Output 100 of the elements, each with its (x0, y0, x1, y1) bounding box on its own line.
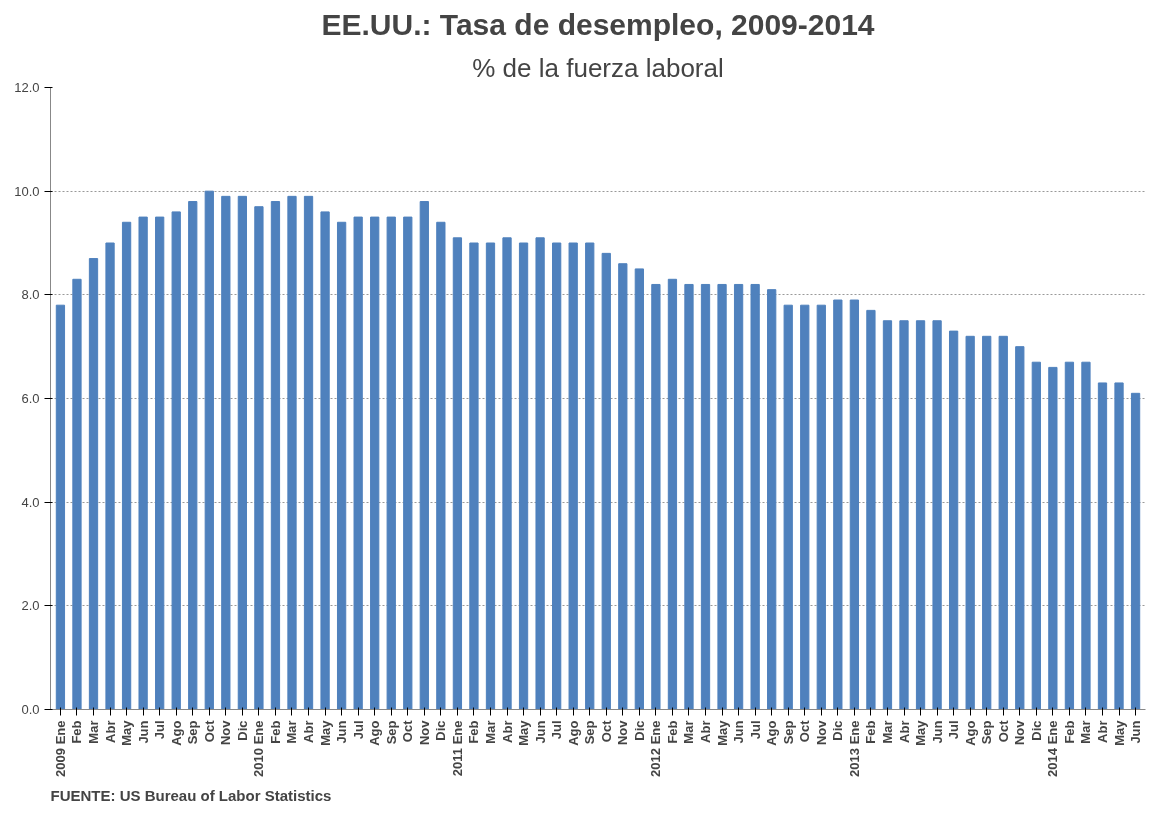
x-tick-label: 2009 Ene (52, 720, 68, 777)
bar (1081, 361, 1091, 710)
bar (849, 299, 860, 710)
bar (303, 195, 314, 710)
bar (700, 283, 711, 710)
x-tick-label: 2013 Ene (846, 720, 862, 777)
x-tick-label: Mar (482, 720, 498, 744)
x-tick-label: Dic (234, 720, 250, 741)
x-tick-label: Abr (102, 720, 118, 743)
bar (419, 201, 429, 710)
bar (833, 299, 843, 710)
bar (1031, 361, 1041, 710)
x-tick-label: May (516, 719, 532, 746)
bar (998, 335, 1008, 710)
x-tick-label: May (913, 719, 929, 746)
x-tick-label: Feb (1061, 720, 1077, 744)
source-note: FUENTE: US Bureau of Labor Statistics (50, 786, 332, 804)
bar (667, 278, 678, 710)
x-tick-label: Jun (135, 720, 151, 744)
x-tick-label: Sep (185, 720, 201, 745)
y-tick-label: 2.0 (21, 598, 40, 614)
bar (502, 237, 512, 710)
x-tick-label: Ago (764, 720, 780, 746)
x-tick-label: Ago (168, 720, 184, 746)
x-tick-label: Oct (995, 719, 1011, 743)
x-tick-label: Ago (565, 720, 581, 746)
x-tick-label: Nov (218, 719, 234, 746)
x-tick-label: May (1111, 719, 1127, 746)
x-tick-label: Nov (416, 719, 432, 746)
y-tick-label: 10.0 (14, 183, 40, 199)
y-tick-label: 12.0 (14, 80, 40, 95)
x-tick-label: May (119, 719, 135, 746)
x-tick-label: Jun (731, 720, 747, 744)
bar (750, 283, 760, 710)
x-tick-label: Ago (962, 720, 978, 746)
x-tick-label: Sep (383, 720, 399, 745)
bar (1097, 382, 1108, 710)
x-tick-label: Abr (301, 720, 317, 743)
bar (403, 216, 413, 710)
bar (105, 242, 115, 710)
bar (138, 216, 148, 710)
bar (221, 195, 231, 710)
bar (932, 320, 942, 710)
x-tick-label: Dic (1028, 720, 1044, 741)
bar (155, 216, 165, 710)
y-tick-label: 6.0 (21, 391, 40, 406)
x-tick-label: Abr (1094, 720, 1110, 743)
x-tick-label: Oct (598, 719, 614, 743)
bar (1114, 382, 1124, 710)
x-tick-label: Oct (400, 719, 416, 743)
x-tick-label: Jul (946, 720, 962, 740)
x-tick-label: Abr (698, 720, 714, 743)
x-tick-label: Mar (879, 720, 895, 744)
bar (72, 278, 82, 710)
x-tick-label: Dic (830, 720, 846, 741)
bar (485, 242, 496, 710)
x-tick-label: Jun (929, 720, 945, 744)
x-tick-label: 2010 Ene (251, 720, 267, 777)
x-tick-label: Jun (1128, 720, 1144, 744)
bar (270, 201, 281, 710)
bar (882, 320, 893, 710)
x-tick-label: Jul (350, 720, 366, 740)
bar (353, 216, 363, 710)
x-tick-label: Nov (1012, 719, 1028, 746)
chart-title: EE.UU.: Tasa de desempleo, 2009-2014 (321, 7, 875, 41)
bar (568, 242, 578, 710)
x-tick-label: Dic (631, 720, 647, 741)
x-tick-label: 2014 Ene (1045, 720, 1061, 777)
bar (469, 242, 479, 710)
bar (618, 263, 628, 710)
bar (452, 237, 463, 710)
bar (651, 283, 661, 710)
y-tick-label: 4.0 (21, 494, 40, 510)
x-tick-label: Sep (780, 720, 796, 745)
bar (767, 289, 777, 710)
x-tick-label: Mar (284, 720, 300, 744)
bar (386, 216, 396, 710)
bar (684, 283, 694, 710)
bar (717, 283, 727, 710)
bar (634, 268, 644, 710)
x-tick-label: Mar (681, 720, 697, 744)
x-tick-label: Nov (615, 719, 631, 746)
bar (915, 320, 926, 710)
bar (816, 304, 826, 710)
x-tick-label: Nov (813, 719, 829, 746)
bar (1130, 392, 1141, 710)
bar (1064, 361, 1075, 710)
x-tick-label: May (714, 719, 730, 746)
x-tick-label: Feb (69, 720, 85, 744)
bar (55, 304, 66, 710)
bar (899, 320, 909, 710)
x-tick-label: Oct (797, 719, 813, 743)
bar (287, 195, 297, 710)
bar (733, 283, 744, 710)
bar (370, 216, 380, 710)
x-tick-label: Ago (367, 720, 383, 746)
bar (965, 335, 975, 710)
x-tick-label: Mar (86, 720, 102, 744)
bar (88, 258, 99, 710)
x-tick-label: Jul (747, 720, 763, 740)
